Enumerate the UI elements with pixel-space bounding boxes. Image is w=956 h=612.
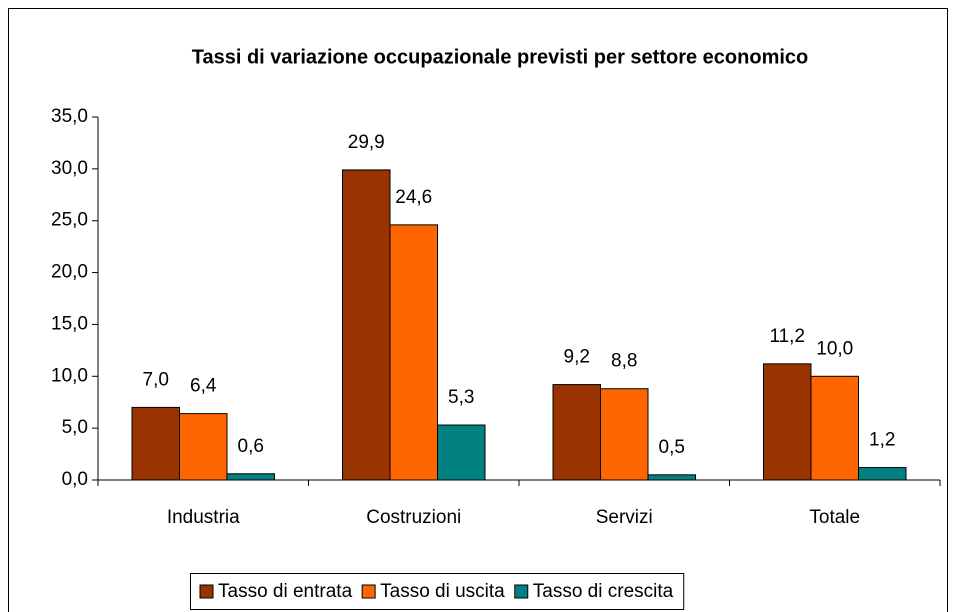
y-tick-label: 15,0	[51, 313, 88, 334]
legend-label: Tasso di uscita	[380, 581, 505, 602]
value-label: 6,4	[190, 376, 217, 397]
x-tick-label: Servizi	[596, 507, 653, 528]
value-label: 9,2	[564, 347, 590, 368]
y-tick-label: 35,0	[51, 106, 88, 127]
bar	[763, 363, 812, 481]
legend-swatch	[199, 584, 214, 599]
y-tick-label: 0,0	[62, 469, 88, 490]
bar	[226, 473, 275, 481]
bar	[858, 467, 907, 481]
x-tick-label: Totale	[809, 507, 860, 528]
y-tick-label: 25,0	[51, 210, 88, 231]
bar	[389, 224, 438, 481]
value-label: 7,0	[143, 369, 169, 390]
legend-label: Tasso di crescita	[533, 581, 674, 602]
bar	[437, 424, 486, 481]
bar	[179, 413, 228, 481]
legend-swatch	[361, 584, 376, 599]
bar	[552, 384, 601, 481]
y-tick-label: 5,0	[62, 417, 88, 438]
y-tick-label: 30,0	[51, 158, 88, 179]
value-label: 0,6	[238, 436, 264, 457]
bar	[600, 388, 649, 481]
value-label: 10,0	[816, 338, 853, 359]
x-tick-label: Industria	[167, 507, 240, 528]
value-label: 29,9	[348, 132, 385, 153]
bar	[647, 474, 696, 481]
legend-label: Tasso di entrata	[218, 581, 353, 602]
value-label: 24,6	[395, 187, 432, 208]
chart-title: Tassi di variazione occupazionale previs…	[192, 46, 809, 68]
value-label: 0,5	[659, 437, 685, 458]
y-tick-label: 20,0	[51, 262, 88, 283]
x-tick-label: Costruzioni	[366, 507, 461, 528]
bar	[810, 375, 859, 481]
legend-swatch	[514, 584, 529, 599]
value-label: 8,8	[611, 351, 637, 372]
value-label: 5,3	[448, 387, 474, 408]
value-label: 1,2	[869, 430, 895, 451]
y-tick-label: 10,0	[51, 365, 88, 386]
bar	[131, 406, 180, 481]
value-label: 11,2	[769, 326, 805, 347]
chart-border	[8, 8, 948, 612]
legend-box	[190, 573, 685, 610]
bar	[342, 169, 391, 481]
